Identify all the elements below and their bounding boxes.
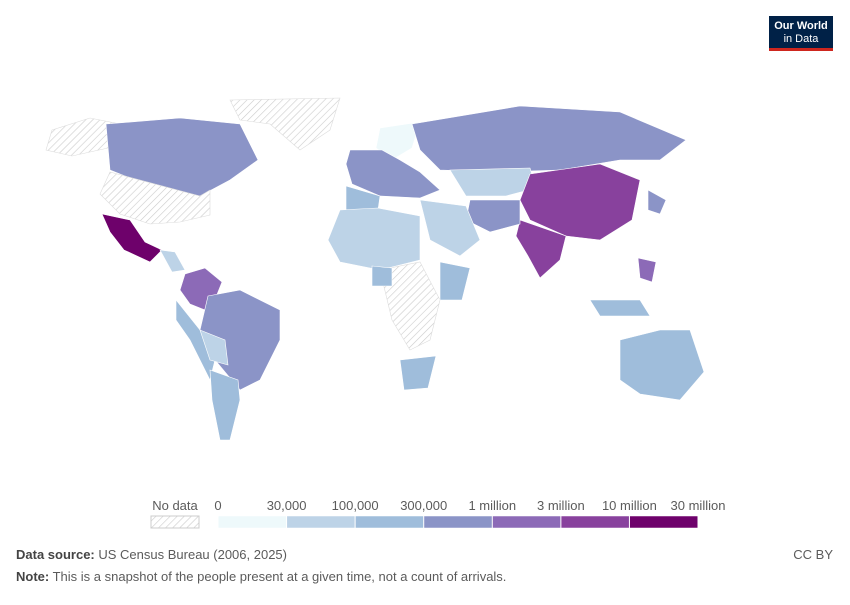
legend-bin xyxy=(217,515,287,529)
legend-tick-label: 100,000 xyxy=(332,498,379,513)
legend-bin xyxy=(629,515,699,529)
legend-tick-label: 1 million xyxy=(468,498,516,513)
legend-bin xyxy=(492,515,562,529)
legend-bin xyxy=(354,515,424,529)
legend-tick-label: 0 xyxy=(214,498,221,513)
source-label: Data source: xyxy=(16,547,95,562)
logo-text: in Data xyxy=(784,33,820,45)
map xyxy=(45,97,705,441)
logo[interactable]: Our World in Data xyxy=(769,16,833,51)
legend-tick-label: 30 million xyxy=(671,498,726,513)
license[interactable]: CC BY xyxy=(793,547,833,562)
logo-text: Our World xyxy=(774,20,828,32)
legend-tick-label: 10 million xyxy=(602,498,657,513)
no-data-swatch xyxy=(150,515,200,529)
note: Note: This is a snapshot of the people p… xyxy=(16,569,506,584)
legend-bin xyxy=(560,515,630,529)
legend-tick-label: 3 million xyxy=(537,498,585,513)
source-text: US Census Bureau (2006, 2025) xyxy=(98,547,287,562)
legend: No data 0 30,000 100,000 300,000 1 million 3 … xyxy=(150,498,726,529)
note-text: This is a snapshot of the people present… xyxy=(53,569,507,584)
no-data-label: No data xyxy=(152,498,198,513)
legend-tick-label: 300,000 xyxy=(400,498,447,513)
legend-bin xyxy=(286,515,356,529)
legend-tick-label: 30,000 xyxy=(267,498,307,513)
note-label: Note: xyxy=(16,569,49,584)
legend-bin xyxy=(423,515,493,529)
source: Data source: US Census Bureau (2006, 202… xyxy=(16,547,287,562)
